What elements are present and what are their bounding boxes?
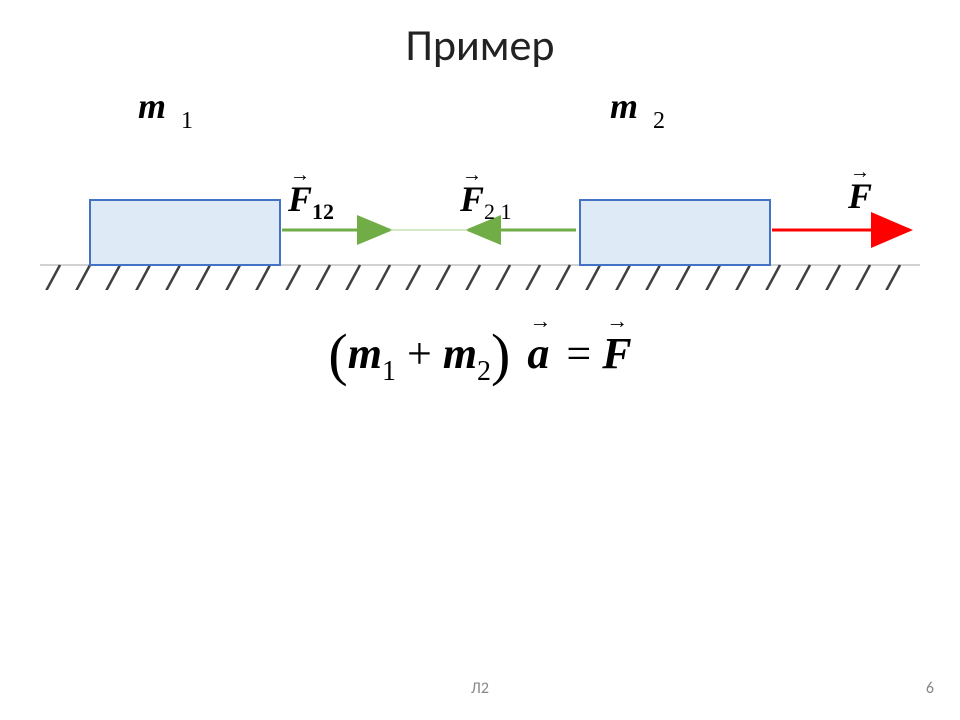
slide: Пример m 1 m 2 → F12 → F2 1 bbox=[0, 0, 960, 720]
ground-hatching bbox=[46, 265, 900, 290]
footer-center: Л2 bbox=[0, 679, 960, 698]
label-f21: → F2 1 bbox=[460, 178, 512, 220]
label-f: → F bbox=[848, 175, 872, 217]
vector-arrow-icon: → bbox=[606, 308, 628, 334]
equation: (m1 + m2) → a = → F bbox=[0, 315, 960, 382]
footer-page-number: 6 bbox=[926, 679, 934, 698]
block-m1 bbox=[90, 200, 280, 265]
label-m2: m 2 bbox=[610, 85, 659, 127]
vector-arrow-icon: → bbox=[529, 308, 551, 334]
slide-title: Пример bbox=[0, 18, 960, 72]
label-m1: m 1 bbox=[138, 85, 187, 127]
vector-arrow-icon: → bbox=[290, 164, 310, 187]
vector-arrow-icon: → bbox=[462, 164, 482, 187]
vector-arrow-icon: → bbox=[850, 161, 870, 184]
label-f12: → F12 bbox=[288, 178, 334, 220]
block-m2 bbox=[580, 200, 770, 265]
